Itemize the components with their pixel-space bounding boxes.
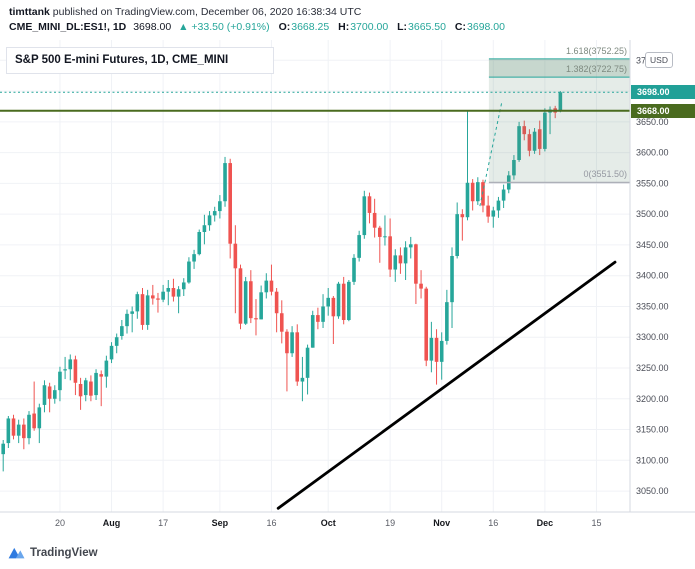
chart-legend[interactable]: S&P 500 E-mini Futures, 1D, CME_MINI: [6, 47, 274, 74]
publish-text: published on TradingView.com, December 0…: [49, 6, 362, 18]
svg-text:3550.00: 3550.00: [636, 178, 669, 188]
close-label: C:: [454, 21, 467, 33]
currency-toggle-button[interactable]: USD: [645, 52, 673, 68]
svg-text:20: 20: [55, 518, 65, 528]
svg-text:3150.00: 3150.00: [636, 425, 669, 435]
fib-level-0-label: 0(3551.50): [583, 169, 627, 179]
open-value: 3668.25: [291, 21, 330, 33]
svg-text:3050.00: 3050.00: [636, 486, 669, 496]
publish-info: timttank published on TradingView.com, D…: [9, 5, 689, 20]
svg-text:3250.00: 3250.00: [636, 363, 669, 373]
time-scale[interactable]: 20 Aug 17 Sep 16 Oct 19 Nov 16 Dec 15: [55, 518, 602, 528]
svg-text:16: 16: [266, 518, 276, 528]
chart-title: S&P 500 E-mini Futures, 1D, CME_MINI: [15, 54, 229, 66]
brand-name[interactable]: TradingView: [30, 546, 98, 559]
logo-dark-peak: [8, 547, 18, 559]
svg-text:19: 19: [385, 518, 395, 528]
svg-text:Nov: Nov: [433, 518, 450, 528]
horizontal-line-axis-badge: 3668.00: [631, 104, 695, 118]
svg-text:3500.00: 3500.00: [636, 209, 669, 219]
price-change: ▲ +33.50 (+0.91%): [178, 21, 270, 33]
price-scale[interactable]: 3750.003650.003600.003550.003500.003450.…: [636, 55, 669, 496]
svg-text:3350.00: 3350.00: [636, 301, 669, 311]
close-value: 3698.00: [467, 21, 505, 33]
trendline[interactable]: [276, 260, 617, 510]
author-name: timttank: [9, 6, 50, 18]
svg-text:3100.00: 3100.00: [636, 455, 669, 465]
fib-level-1382-label: 1.382(3722.75): [565, 64, 627, 74]
low-value: 3665.50: [408, 21, 446, 33]
svg-text:3600.00: 3600.00: [636, 148, 669, 158]
footer: TradingView: [8, 545, 98, 560]
svg-text:3400.00: 3400.00: [636, 271, 669, 281]
symbol-title: CME_MINI_DL:ES1!, 1D: [9, 21, 127, 33]
price-chart-canvas[interactable]: 3750.003650.003600.003550.003500.003450.…: [0, 40, 695, 540]
last-price-axis-badge: 3698.00: [631, 85, 695, 99]
logo-light-peak: [15, 550, 25, 559]
svg-text:Aug: Aug: [103, 518, 121, 528]
high-value: 3700.00: [350, 21, 389, 33]
candlesticks: [1, 91, 563, 472]
svg-text:Oct: Oct: [321, 518, 336, 528]
symbol-ohlc-row: CME_MINI_DL:ES1!, 1D 3698.00 ▲ +33.50 (+…: [9, 20, 689, 35]
chart-area[interactable]: 3750.003650.003600.003550.003500.003450.…: [0, 40, 695, 540]
svg-text:17: 17: [158, 518, 168, 528]
svg-text:3450.00: 3450.00: [636, 240, 669, 250]
last-price-value: 3698.00: [133, 21, 172, 33]
svg-text:16: 16: [488, 518, 498, 528]
svg-text:3300.00: 3300.00: [636, 332, 669, 342]
open-label: O:: [278, 21, 291, 33]
svg-text:Dec: Dec: [537, 518, 554, 528]
svg-text:Sep: Sep: [212, 518, 229, 528]
tradingview-logo-icon[interactable]: [8, 545, 25, 560]
low-label: L:: [397, 21, 408, 33]
snapshot-header: timttank published on TradingView.com, D…: [9, 5, 689, 35]
high-label: H:: [338, 21, 350, 33]
fib-extension-tool[interactable]: [479, 58, 630, 207]
axes: [0, 40, 695, 540]
fib-level-1618-label: 1.618(3752.25): [565, 46, 627, 56]
svg-text:3650.00: 3650.00: [636, 117, 669, 127]
svg-text:3200.00: 3200.00: [636, 394, 669, 404]
svg-text:15: 15: [591, 518, 601, 528]
